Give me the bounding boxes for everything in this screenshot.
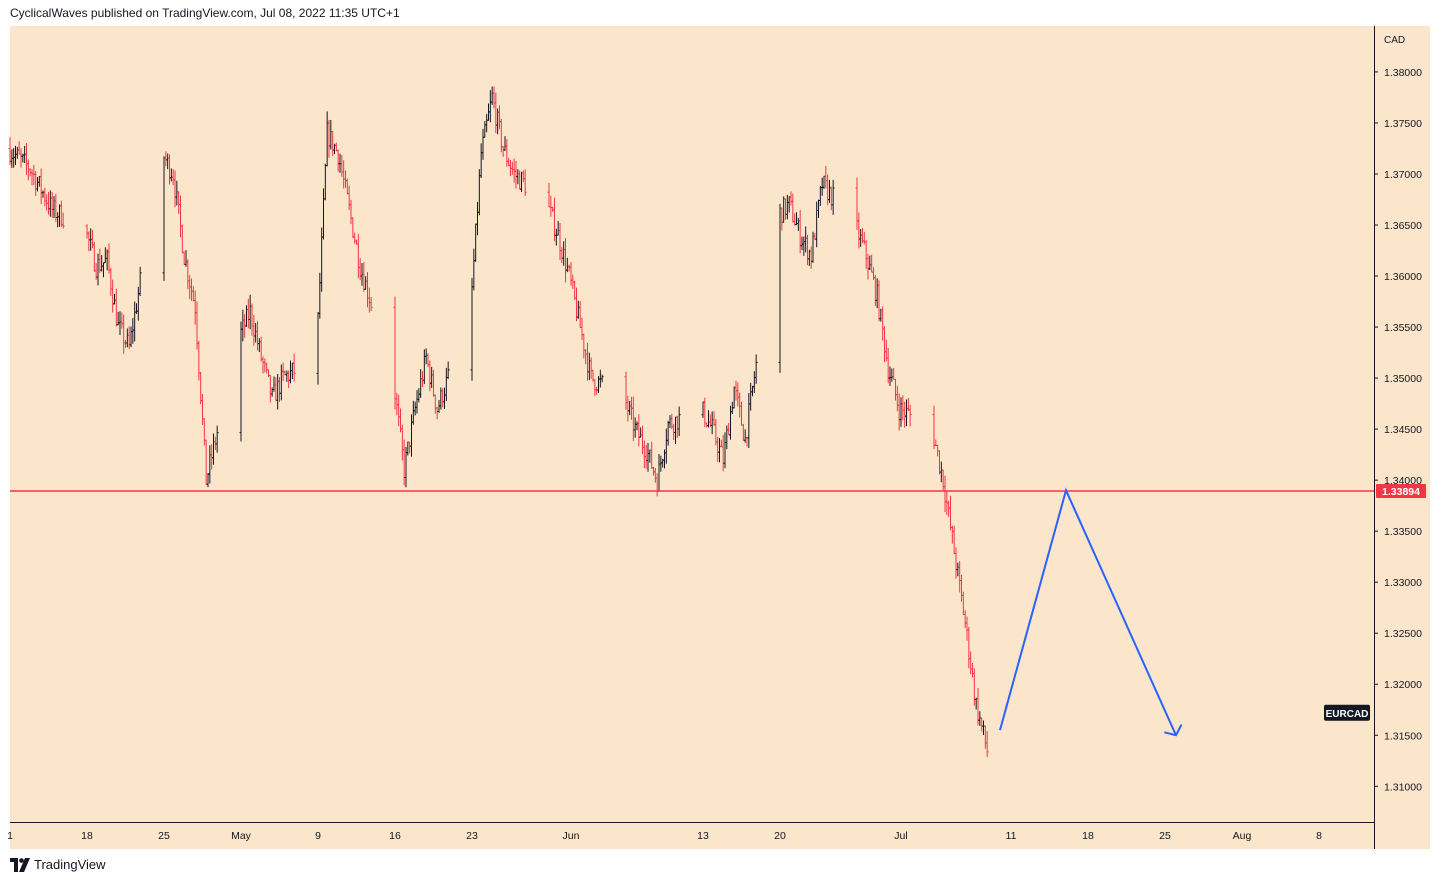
- ohlc-bar: [831, 179, 835, 215]
- currency-label: CAD: [1384, 35, 1405, 46]
- support-level-price-label: 1.33894: [1382, 486, 1420, 498]
- time-tick-label: Jul: [894, 830, 907, 842]
- price-tick-label: 1.31500: [1384, 730, 1422, 742]
- price-tick-label: 1.33000: [1384, 577, 1422, 589]
- time-tick-label: Jun: [563, 830, 580, 842]
- publisher-header: CyclicalWaves published on TradingView.c…: [10, 6, 400, 20]
- price-tick-label: 1.31000: [1384, 781, 1422, 793]
- footer-brand[interactable]: TradingView: [34, 857, 106, 872]
- time-tick-label: 20: [774, 830, 786, 842]
- price-axis-area[interactable]: [1374, 26, 1430, 849]
- projection-arrowhead: [1164, 724, 1183, 737]
- ohlc-bar: [215, 425, 219, 453]
- price-tick-label: 1.35500: [1384, 322, 1422, 334]
- ohlc-bar: [754, 354, 758, 384]
- price-tick-label: 1.37000: [1384, 169, 1422, 181]
- support-level-badge: [1376, 483, 1426, 498]
- time-tick-label: 18: [1082, 830, 1094, 842]
- tradingview-logo-icon[interactable]: [10, 857, 30, 872]
- ohlc-bar: [600, 374, 604, 383]
- price-tick-label: 1.37500: [1384, 118, 1422, 130]
- price-tick-label: 1.33500: [1384, 526, 1422, 538]
- ohlc-bar: [61, 212, 65, 229]
- price-tick-label: 1.32500: [1384, 628, 1422, 640]
- price-tick-label: 1.35000: [1384, 373, 1422, 385]
- time-tick-label: 13: [697, 830, 709, 842]
- footer: TradingView: [10, 857, 106, 872]
- time-tick-label: 25: [1159, 830, 1171, 842]
- time-tick-label: Aug: [1233, 830, 1252, 842]
- price-tick-label: 1.34500: [1384, 424, 1422, 436]
- time-tick-label: 8: [1316, 830, 1322, 842]
- time-tick-label: 9: [315, 830, 321, 842]
- ohlc-bar: [138, 266, 142, 296]
- price-tick-label: 1.32000: [1384, 679, 1422, 691]
- ohlc-bar: [446, 361, 450, 379]
- price-tick-label: 1.36500: [1384, 220, 1422, 232]
- time-tick-label: 1: [7, 830, 13, 842]
- symbol-badge[interactable]: [1324, 704, 1370, 721]
- ohlc-bar: [369, 297, 373, 311]
- price-tick-label: 1.38000: [1384, 67, 1422, 79]
- ohlc-bar: [985, 731, 989, 758]
- projection-path[interactable]: [999, 487, 1177, 736]
- ohlc-bar: [908, 404, 912, 427]
- price-tick-label: 1.36000: [1384, 271, 1422, 283]
- symbol-label: EURCAD: [1326, 709, 1369, 720]
- time-tick-label: 23: [466, 830, 478, 842]
- time-tick-label: 11: [1006, 830, 1017, 842]
- time-tick-label: 16: [389, 830, 401, 842]
- time-tick-label: 18: [81, 830, 93, 842]
- plot-area[interactable]: [10, 26, 1374, 822]
- ohlc-bars[interactable]: [8, 86, 989, 758]
- ohlc-bar: [292, 353, 296, 382]
- time-axis-area[interactable]: [10, 822, 1374, 849]
- time-tick-label: May: [231, 830, 252, 842]
- ohlc-bar: [523, 169, 527, 196]
- ohlc-bar: [677, 406, 681, 437]
- time-tick-label: 25: [158, 830, 170, 842]
